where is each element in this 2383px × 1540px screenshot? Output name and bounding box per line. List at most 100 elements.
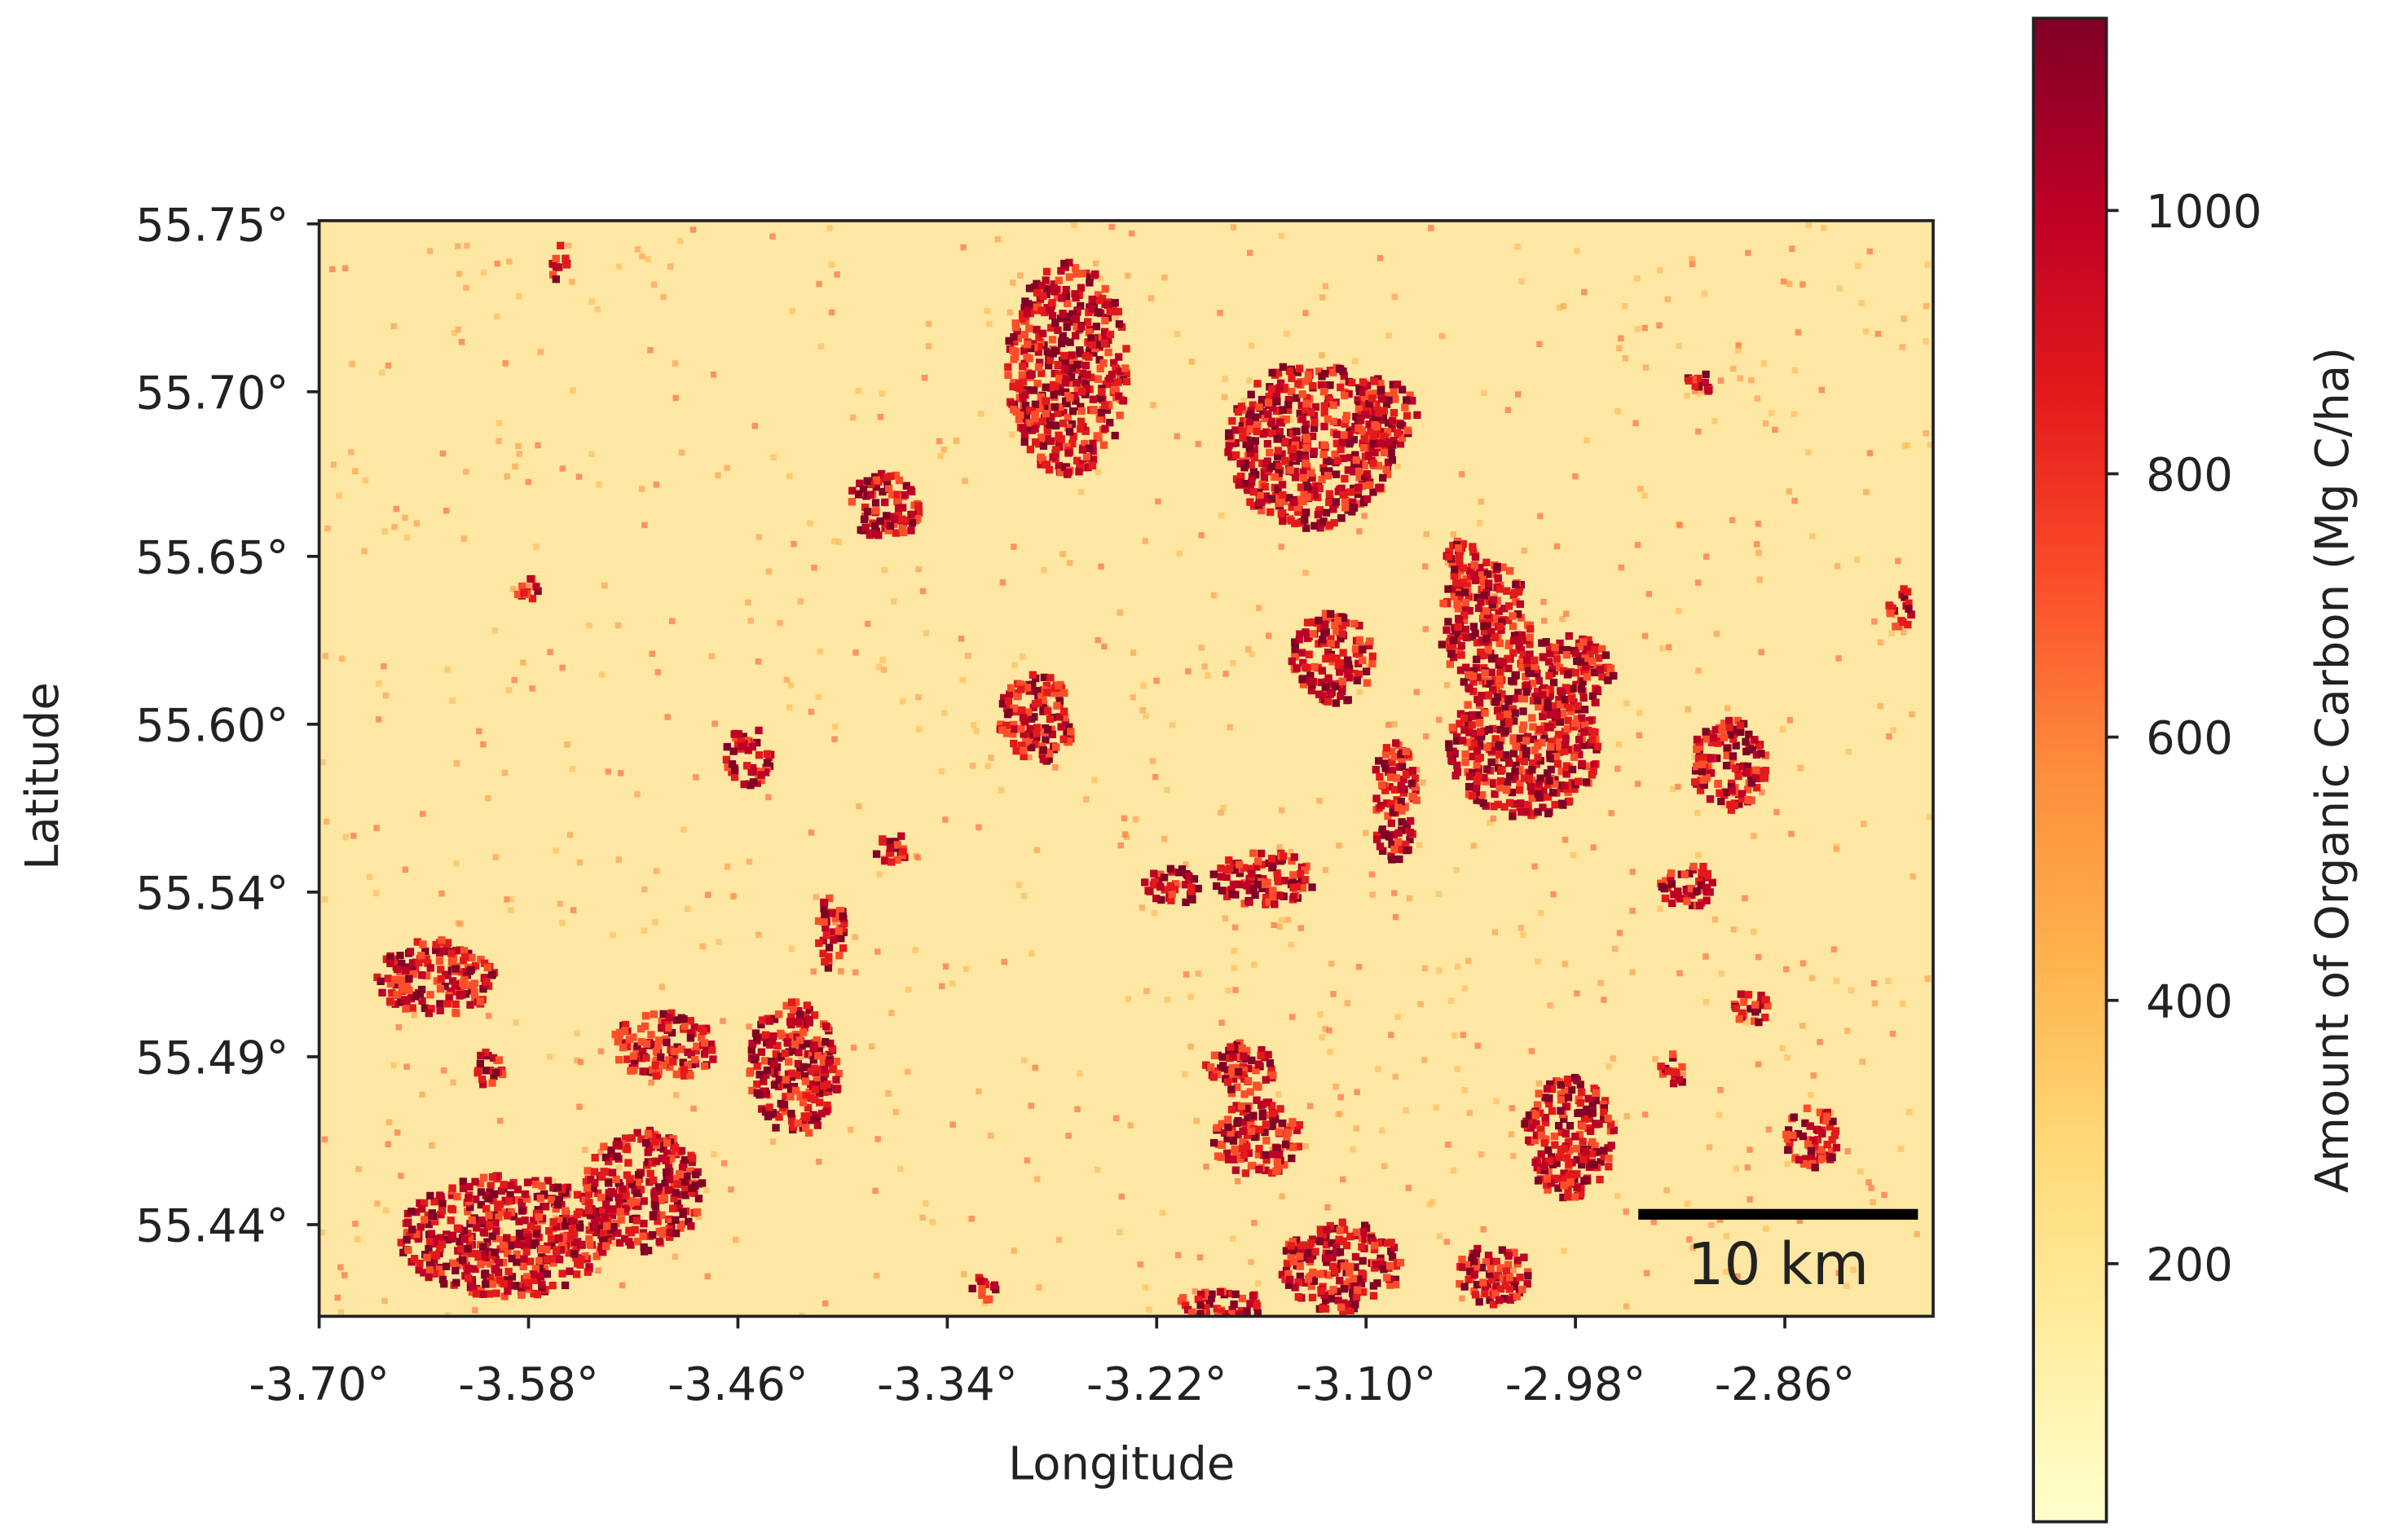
raster-cell — [1055, 697, 1064, 705]
raster-cell — [1026, 724, 1034, 733]
raster-cell — [1247, 390, 1255, 398]
raster-cell — [1480, 773, 1488, 782]
raster-cell — [1573, 744, 1582, 752]
raster-cell — [1275, 384, 1284, 392]
raster-cell — [809, 1044, 818, 1053]
raster-speckle — [1863, 489, 1870, 495]
raster-cell — [1352, 412, 1360, 421]
raster-speckle — [1763, 420, 1769, 427]
raster-cell — [572, 1253, 580, 1262]
raster-speckle — [337, 1264, 344, 1271]
raster-speckle — [1536, 513, 1544, 520]
raster-cell — [1795, 1155, 1804, 1164]
raster-cell — [443, 1230, 451, 1239]
raster-cell — [697, 1024, 706, 1033]
raster-cell — [1594, 654, 1603, 662]
raster-cell — [1561, 1088, 1569, 1096]
raster-cell — [557, 1184, 566, 1192]
raster-cell — [487, 1181, 495, 1190]
raster-cell — [1526, 650, 1534, 658]
raster-cell — [1505, 566, 1514, 575]
raster-speckle — [1251, 1220, 1258, 1226]
raster-cell — [899, 847, 907, 856]
raster-cell — [1761, 996, 1769, 1004]
raster-cell — [768, 1036, 777, 1045]
raster-cell — [1588, 657, 1597, 666]
raster-cell — [386, 979, 395, 988]
raster-speckle — [1845, 749, 1852, 755]
raster-cell — [1337, 383, 1345, 392]
raster-speckle — [1095, 636, 1101, 644]
raster-cell — [521, 1190, 530, 1199]
raster-speckle — [1192, 1288, 1199, 1295]
raster-cell — [1561, 747, 1569, 755]
raster-cell — [790, 1083, 799, 1091]
raster-cell — [1730, 729, 1738, 737]
raster-cell — [465, 1265, 473, 1273]
raster-cell — [1063, 729, 1071, 737]
raster-cell — [385, 997, 394, 1005]
raster-cell — [1505, 640, 1513, 648]
raster-speckle — [1723, 1269, 1729, 1275]
raster-cell — [1252, 1067, 1260, 1075]
raster-cell — [1363, 470, 1372, 478]
raster-cell — [619, 1043, 628, 1052]
raster-speckle — [506, 258, 513, 265]
raster-cell — [1308, 473, 1316, 482]
raster-cell — [1263, 439, 1272, 448]
raster-cell — [1072, 293, 1080, 302]
raster-speckle — [1716, 1217, 1724, 1223]
raster-cell — [1535, 702, 1543, 711]
raster-cell — [1389, 416, 1397, 425]
raster-cell — [1808, 1154, 1816, 1162]
raster-cell — [1262, 1166, 1270, 1174]
raster-cell — [1691, 381, 1699, 390]
raster-cell — [1495, 741, 1504, 750]
raster-speckle — [1535, 958, 1541, 965]
raster-cell — [1264, 398, 1273, 407]
raster-speckle — [1844, 1148, 1852, 1155]
raster-cell — [1038, 455, 1047, 464]
raster-cell — [1055, 691, 1063, 700]
raster-cell — [1229, 880, 1238, 889]
raster-cell — [576, 1261, 584, 1269]
raster-speckle — [338, 655, 346, 662]
raster-cell — [1485, 725, 1493, 734]
raster-cell — [1475, 742, 1484, 750]
raster-cell — [1397, 798, 1405, 806]
raster-speckle — [634, 790, 641, 798]
raster-cell — [1276, 891, 1284, 900]
raster-cell — [1544, 1146, 1553, 1155]
raster-cell — [1661, 894, 1670, 903]
raster-speckle — [828, 262, 835, 268]
raster-cell — [1337, 692, 1345, 700]
raster-speckle — [1459, 1295, 1465, 1302]
raster-cell — [1589, 767, 1597, 776]
raster-speckle — [381, 528, 389, 535]
raster-cell — [1114, 307, 1122, 316]
raster-cell — [1217, 865, 1225, 873]
raster-cell — [479, 1243, 487, 1252]
raster-speckle — [791, 540, 797, 548]
raster-cell — [1239, 1063, 1248, 1071]
raster-cell — [1077, 417, 1086, 425]
raster-speckle — [1642, 364, 1650, 371]
raster-speckle — [1834, 563, 1841, 570]
raster-cell — [1293, 503, 1302, 512]
raster-cell — [1532, 1131, 1541, 1139]
raster-cell — [1551, 1141, 1559, 1149]
raster-speckle — [1356, 528, 1363, 535]
raster-cell — [1504, 664, 1513, 672]
raster-cell — [1235, 860, 1244, 869]
raster-speckle — [1817, 1039, 1823, 1045]
raster-cell — [804, 1040, 812, 1048]
raster-speckle — [1422, 626, 1429, 632]
raster-speckle — [1541, 618, 1548, 624]
raster-cell — [1382, 400, 1391, 408]
raster-cell — [755, 1071, 764, 1079]
raster-cell — [391, 1000, 399, 1008]
raster-cell — [1555, 663, 1564, 671]
raster-cell — [1056, 382, 1064, 391]
raster-cell — [1020, 331, 1029, 339]
raster-cell — [1100, 339, 1109, 347]
